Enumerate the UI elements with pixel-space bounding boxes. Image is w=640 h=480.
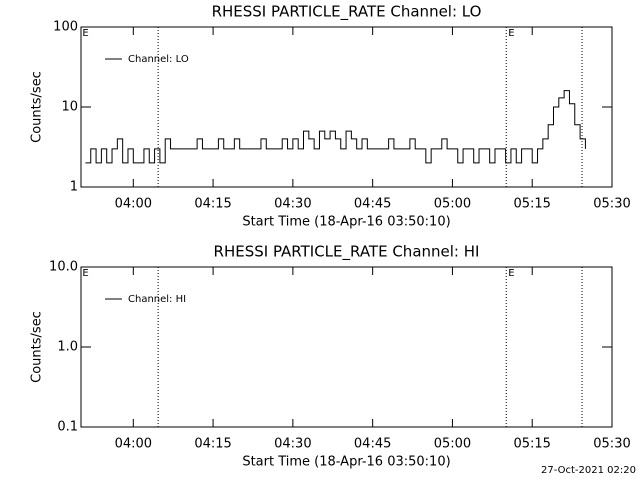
y-tick-label: 1.0 (57, 340, 78, 355)
y-tick-label: 100 (53, 20, 78, 35)
x-tick-label: 04:00 (115, 437, 152, 452)
x-tick-label: 05:00 (434, 437, 471, 452)
x-axis-label: Start Time (18-Apr-16 03:50:10) (242, 455, 450, 470)
y-tick-label: 0.1 (57, 420, 78, 435)
x-tick-label: 04:45 (354, 437, 391, 452)
y-tick-label: 10 (61, 100, 78, 115)
data-line (85, 90, 586, 164)
x-tick-label: 04:00 (115, 197, 152, 212)
x-tick-label: 05:15 (513, 197, 550, 212)
event-label: E (82, 28, 88, 39)
x-tick-label: 05:30 (593, 197, 630, 212)
y-tick-label: 10.0 (49, 260, 78, 275)
chart-title: RHESSI PARTICLE_RATE Channel: LO (212, 3, 482, 22)
event-label: E (508, 28, 514, 39)
x-tick-label: 05:15 (513, 437, 550, 452)
y-axis-label: Counts/sec (30, 71, 45, 143)
legend-label: Channel: HI (128, 294, 186, 305)
y-axis-label: Counts/sec (30, 311, 45, 383)
x-tick-label: 04:15 (194, 437, 231, 452)
x-tick-label: 05:00 (434, 197, 471, 212)
event-label: E (82, 268, 88, 279)
legend-label: Channel: LO (128, 54, 189, 65)
y-tick-label: 1 (70, 180, 78, 195)
x-tick-label: 04:15 (194, 197, 231, 212)
x-axis-label: Start Time (18-Apr-16 03:50:10) (242, 215, 450, 230)
x-tick-label: 04:45 (354, 197, 391, 212)
chart-title: RHESSI PARTICLE_RATE Channel: HI (214, 243, 480, 262)
footer: 27-Oct-2021 02:20 (541, 465, 636, 476)
x-tick-label: 04:30 (274, 197, 311, 212)
x-tick-label: 05:30 (593, 437, 630, 452)
event-label: E (508, 268, 514, 279)
plot-frame (80, 266, 613, 428)
x-tick-label: 04:30 (274, 437, 311, 452)
